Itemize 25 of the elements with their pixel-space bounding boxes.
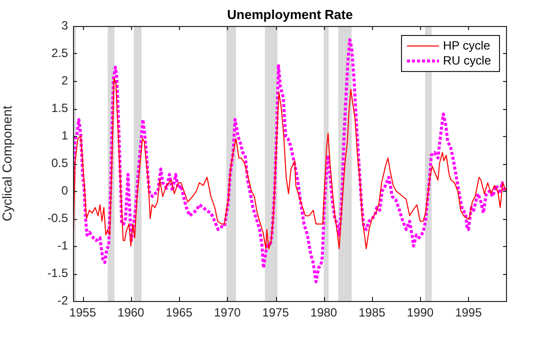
y-tick-label: 0.5 (51, 156, 68, 170)
y-tick-label: -1 (57, 238, 68, 252)
y-tick-label: -1.5 (47, 266, 68, 280)
x-tick-label: 1985 (358, 306, 386, 320)
y-tick-label: -2 (57, 293, 68, 308)
legend-label: HP cycle (442, 38, 490, 52)
x-tick-label: 1990 (406, 306, 434, 320)
y-tick-label: 1 (61, 128, 68, 142)
y-axis-title: Cyclical Component (0, 105, 14, 222)
x-tick-label: 1960 (118, 306, 145, 320)
legend-label: RU cycle (442, 53, 492, 68)
y-tick-label: 2 (61, 73, 68, 88)
x-tick-label: 1955 (69, 306, 96, 320)
y-tick-label: 3 (61, 18, 68, 32)
x-tick-label: 1975 (262, 306, 290, 320)
y-tick-label: -0.5 (47, 210, 68, 225)
x-tick-label: 1995 (455, 306, 482, 320)
x-tick-label: 1970 (214, 306, 241, 320)
y-tick-label: 1.5 (51, 100, 68, 115)
chart-title: Unemployment Rate (227, 7, 353, 22)
y-tick-label: 2.5 (51, 46, 68, 60)
y-tick-label: 0 (61, 183, 68, 198)
x-tick-label: 1965 (166, 306, 193, 320)
x-tick-label: 1980 (310, 306, 338, 320)
line-series (73, 38, 507, 284)
